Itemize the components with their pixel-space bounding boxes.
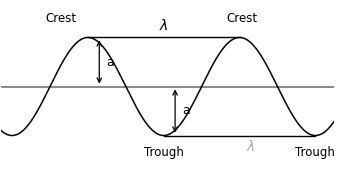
Text: Crest: Crest [46, 12, 77, 25]
Text: Trough: Trough [295, 146, 335, 159]
Text: λ: λ [159, 19, 168, 33]
Text: λ: λ [247, 140, 255, 154]
Text: a: a [182, 103, 190, 117]
Text: Crest: Crest [226, 12, 257, 25]
Text: a: a [106, 56, 114, 70]
Text: Trough: Trough [144, 146, 184, 159]
